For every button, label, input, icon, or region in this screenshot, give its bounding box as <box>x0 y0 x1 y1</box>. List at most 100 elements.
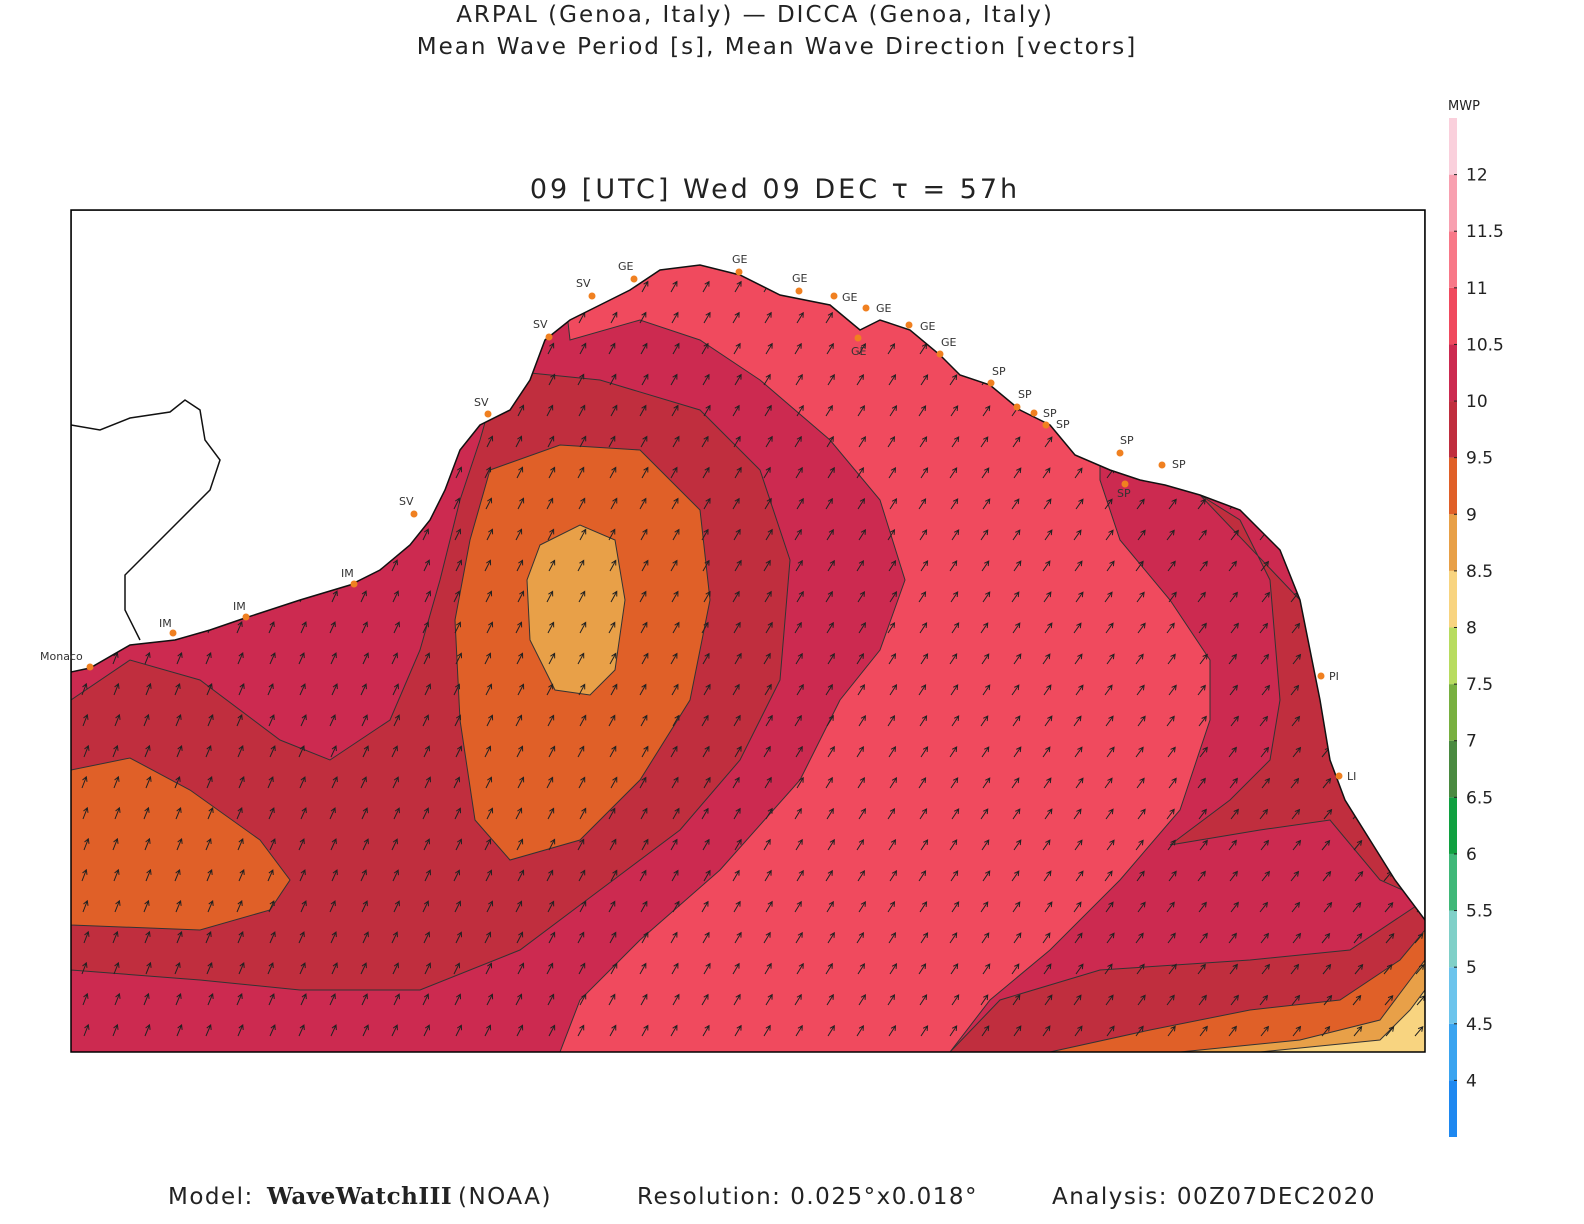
place-dot <box>484 410 492 418</box>
place-label: SP <box>992 365 1006 378</box>
place-dot <box>242 613 250 621</box>
place-dot <box>1116 449 1124 457</box>
map <box>71 210 1425 1052</box>
place-dot <box>854 334 862 342</box>
colorbar-segment <box>1449 910 1457 968</box>
time-label: 09 [UTC] Wed 09 DEC τ = 57h <box>530 174 1020 205</box>
place-dot <box>735 268 743 276</box>
colorbar-tick-label: 12 <box>1466 166 1488 186</box>
contour-area <box>526 524 626 696</box>
place-label: GE <box>851 345 867 358</box>
colorbar-tick-label: 4 <box>1466 1071 1477 1091</box>
colorbar-tick-label: 8 <box>1466 619 1477 639</box>
place-dot <box>1121 480 1129 488</box>
colorbar-segment <box>1449 740 1457 798</box>
colorbar-tick-label: 10 <box>1466 392 1488 412</box>
place-label: SV <box>533 318 548 331</box>
place-label: SP <box>1018 388 1032 401</box>
place-label: SV <box>474 396 489 409</box>
place-label: SP <box>1043 407 1057 420</box>
place-dot <box>936 350 944 358</box>
footer-model: WaveWatchIII <box>266 1183 452 1210</box>
contour-area <box>1049 929 1425 1052</box>
footer-analysis: Analysis: 00Z07DEC2020 <box>1052 1184 1376 1210</box>
colorbar-segment <box>1449 684 1457 741</box>
place-label: Monaco <box>40 650 83 663</box>
place-label: GE <box>732 253 748 266</box>
places: MonacoIMIMIMSVSVSVSVGEGEGEGEGEGEGEGESPSP… <box>40 253 1356 783</box>
colorbar-tick-label: 11.5 <box>1466 222 1504 242</box>
place-dot <box>630 275 638 283</box>
place-label: SP <box>1117 487 1131 500</box>
colorbar-tick-label: 4.5 <box>1466 1015 1493 1035</box>
colorbar-segment <box>1449 401 1457 458</box>
colorbar-segment <box>1449 570 1457 628</box>
place-dot <box>1317 672 1325 680</box>
colorbar-segment <box>1449 853 1457 911</box>
place-label: LI <box>1347 770 1356 783</box>
place-label: GE <box>920 320 936 333</box>
place-label: GE <box>876 302 892 315</box>
place-dot <box>1158 461 1166 469</box>
border <box>71 399 221 641</box>
colorbar-tick-label: 7 <box>1466 732 1477 752</box>
land <box>71 210 1425 922</box>
place-dot <box>588 292 596 300</box>
colorbar-segment <box>1449 514 1457 571</box>
colorbar-tick-label: 5.5 <box>1466 902 1493 922</box>
colorbar-segment <box>1449 118 1457 175</box>
place-dot <box>905 321 913 329</box>
place-label: GE <box>941 336 957 349</box>
place-label: SP <box>1056 418 1070 431</box>
footer-label: Model: <box>168 1184 254 1210</box>
colorbar-tick-label: 10.5 <box>1466 335 1504 355</box>
colorbar-tick-label: 9.5 <box>1466 449 1493 469</box>
place-dot <box>86 663 94 671</box>
colorbar-tick-label: 8.5 <box>1466 562 1493 582</box>
place-dot <box>987 379 995 387</box>
colorbar-tick-label: 9 <box>1466 505 1477 525</box>
map-frame <box>70 209 1426 1053</box>
place-label: SV <box>576 277 591 290</box>
place-label: PI <box>1329 670 1339 683</box>
footer-agency: (NOAA) <box>458 1184 552 1210</box>
place-dot <box>795 287 803 295</box>
colorbar-segment <box>1449 457 1457 515</box>
contour-area <box>71 757 291 931</box>
colorbar-segment <box>1449 231 1457 288</box>
place-dot <box>169 629 177 637</box>
colorbar-tick-label: 5 <box>1466 958 1477 978</box>
colorbar-tick-label: 6.5 <box>1466 788 1493 808</box>
colorbar-segment <box>1449 344 1457 402</box>
colorbar-segment <box>1449 1080 1457 1137</box>
place-dot <box>1042 421 1050 429</box>
place-label: SP <box>1172 458 1186 471</box>
place-dot <box>350 580 358 588</box>
place-label: GE <box>842 291 858 304</box>
place-dot <box>545 333 553 341</box>
colorbar-segment <box>1449 627 1457 685</box>
header-line: ARPAL (Genoa, Italy) — DICCA (Genoa, Ita… <box>456 2 1054 28</box>
place-dot <box>1030 409 1038 417</box>
colorbar-segment <box>1449 1023 1457 1081</box>
colorbar-label: MWP <box>1448 99 1480 114</box>
contour-area <box>1179 959 1425 1052</box>
contour-area <box>559 249 1211 1052</box>
place-dot <box>862 304 870 312</box>
colorbar-segment <box>1449 967 1457 1024</box>
place-label: GE <box>792 272 808 285</box>
place-label: GE <box>618 260 634 273</box>
place-dot <box>1335 772 1343 780</box>
place-dot <box>1013 403 1021 411</box>
place-label: IM <box>159 617 172 630</box>
header-line: Mean Wave Period [s], Mean Wave Directio… <box>417 34 1138 60</box>
contour-area <box>1259 989 1425 1052</box>
place-label: IM <box>341 567 354 580</box>
colorbar-tick-label: 11 <box>1466 279 1488 299</box>
place-label: SP <box>1120 434 1134 447</box>
colorbar-segment <box>1449 174 1457 232</box>
colorbar-segment <box>1449 797 1457 854</box>
colorbar: MWP 4 4.5 5 5.5 6 6.5 7 7.5 8 8.5 9 9.5 10 10.5 11 11.5… <box>1448 99 1504 1137</box>
colorbar-tick-label: 6 <box>1466 845 1477 865</box>
